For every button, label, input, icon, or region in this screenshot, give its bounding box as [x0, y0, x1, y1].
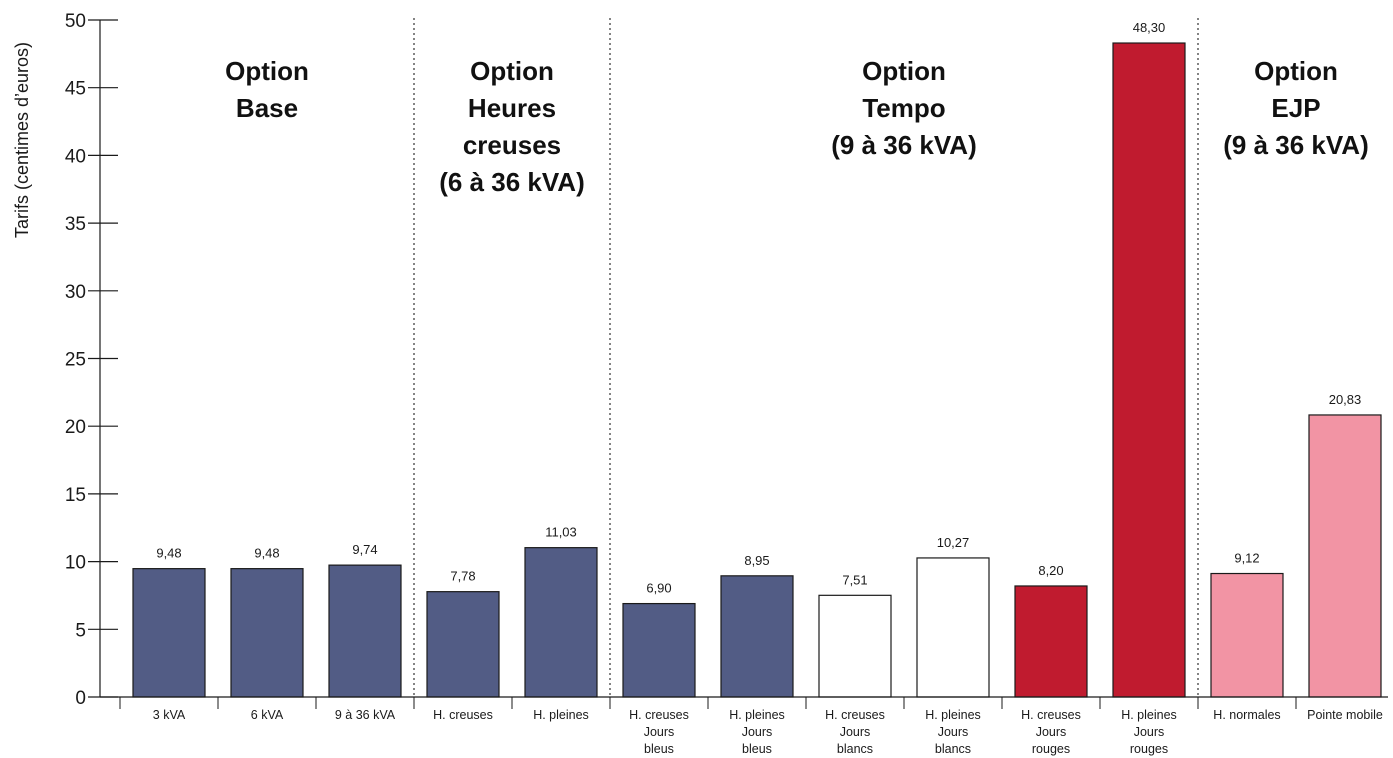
category-label: H. creuses — [629, 708, 689, 722]
bar-value-label: 9,12 — [1234, 551, 1259, 566]
bar — [622, 602, 696, 698]
bar-value-label: 7,51 — [842, 572, 867, 587]
y-tick-label: 10 — [65, 553, 86, 574]
group-heading: creuses — [463, 130, 561, 160]
y-tick-label: 25 — [65, 350, 86, 371]
category-label: Jours — [742, 725, 773, 739]
bar-value-label: 6,90 — [646, 581, 671, 596]
y-tick-label: 15 — [65, 485, 86, 506]
bar — [1112, 42, 1186, 698]
category-label: H. pleines — [729, 708, 785, 722]
bar — [818, 594, 892, 698]
bar — [916, 557, 990, 698]
y-tick-label: 0 — [75, 688, 86, 709]
group-heading: (9 à 36 kVA) — [1223, 130, 1368, 160]
category-label: H. creuses — [1021, 708, 1081, 722]
group-heading: Base — [236, 93, 298, 123]
bar-value-label: 8,95 — [744, 553, 769, 568]
category-label: H. pleines — [1121, 708, 1177, 722]
category-label: blancs — [935, 742, 971, 756]
category-label: blancs — [837, 742, 873, 756]
bar-value-label: 9,48 — [254, 546, 279, 561]
group-heading: (9 à 36 kVA) — [831, 130, 976, 160]
y-tick-label: 35 — [65, 214, 86, 235]
axes: 0 5 10 15 20 25 30 35 40 45 50 — [65, 11, 1388, 709]
group-heading: EJP — [1271, 93, 1320, 123]
group-heading: Heures — [468, 93, 556, 123]
category-label: Pointe mobile — [1307, 708, 1383, 722]
bars: 9,48 9,48 9,74 7,78 11,03 6,90 8,95 7,51 10,27 8,… — [132, 20, 1382, 698]
category-label: H. pleines — [925, 708, 981, 722]
y-axis-title: Tarifs (centimes d’euros) — [12, 42, 32, 238]
bar-value-label: 10,27 — [937, 535, 970, 550]
group-separators — [413, 18, 1199, 697]
y-tick-label: 20 — [65, 417, 86, 438]
category-labels: 3 kVA 6 kVA 9 à 36 kVA H. creuses H. pleines… — [153, 708, 1383, 756]
bar-value-label: 48,30 — [1133, 20, 1166, 35]
bar — [720, 575, 794, 698]
category-label: 3 kVA — [153, 708, 186, 722]
category-label: Jours — [644, 725, 675, 739]
bar — [230, 568, 304, 698]
category-label: Jours — [938, 725, 969, 739]
bar — [1210, 572, 1284, 698]
bar-value-label: 8,20 — [1038, 563, 1063, 578]
category-label: 6 kVA — [251, 708, 284, 722]
y-tick-label: 50 — [65, 11, 86, 32]
group-labels: Option Base Option Heures creuses (6 à 36 kVA… — [225, 56, 1369, 197]
y-tick-label: 5 — [75, 620, 86, 641]
category-label: Jours — [840, 725, 871, 739]
group-heading: Option — [1254, 56, 1338, 86]
category-label: rouges — [1130, 742, 1168, 756]
bar-value-label: 9,74 — [352, 542, 377, 557]
category-label: 9 à 36 kVA — [335, 708, 396, 722]
group-heading: Option — [225, 56, 309, 86]
category-label: bleus — [644, 742, 674, 756]
bar — [1014, 585, 1088, 698]
group-heading: (6 à 36 kVA) — [439, 167, 584, 197]
category-label: H. creuses — [825, 708, 885, 722]
bar-value-label: 11,03 — [545, 525, 577, 540]
bar — [426, 591, 500, 698]
bar-value-label: 7,78 — [450, 569, 475, 584]
bar — [132, 568, 206, 698]
category-label: Jours — [1134, 725, 1165, 739]
category-label: H. normales — [1213, 708, 1280, 722]
bar — [524, 547, 598, 698]
group-heading: Option — [470, 56, 554, 86]
group-heading: Tempo — [862, 93, 945, 123]
category-label: Jours — [1036, 725, 1067, 739]
y-tick-label: 30 — [65, 282, 86, 303]
bar — [1308, 414, 1382, 698]
category-label: H. pleines — [533, 708, 589, 722]
category-label: rouges — [1032, 742, 1070, 756]
group-heading: Option — [862, 56, 946, 86]
category-label: bleus — [742, 742, 772, 756]
bar-value-label: 9,48 — [156, 546, 181, 561]
y-tick-label: 45 — [65, 79, 86, 100]
y-tick-label: 40 — [65, 146, 86, 167]
category-label: H. creuses — [433, 708, 493, 722]
bar — [328, 564, 402, 698]
bar-value-label: 20,83 — [1329, 392, 1362, 407]
